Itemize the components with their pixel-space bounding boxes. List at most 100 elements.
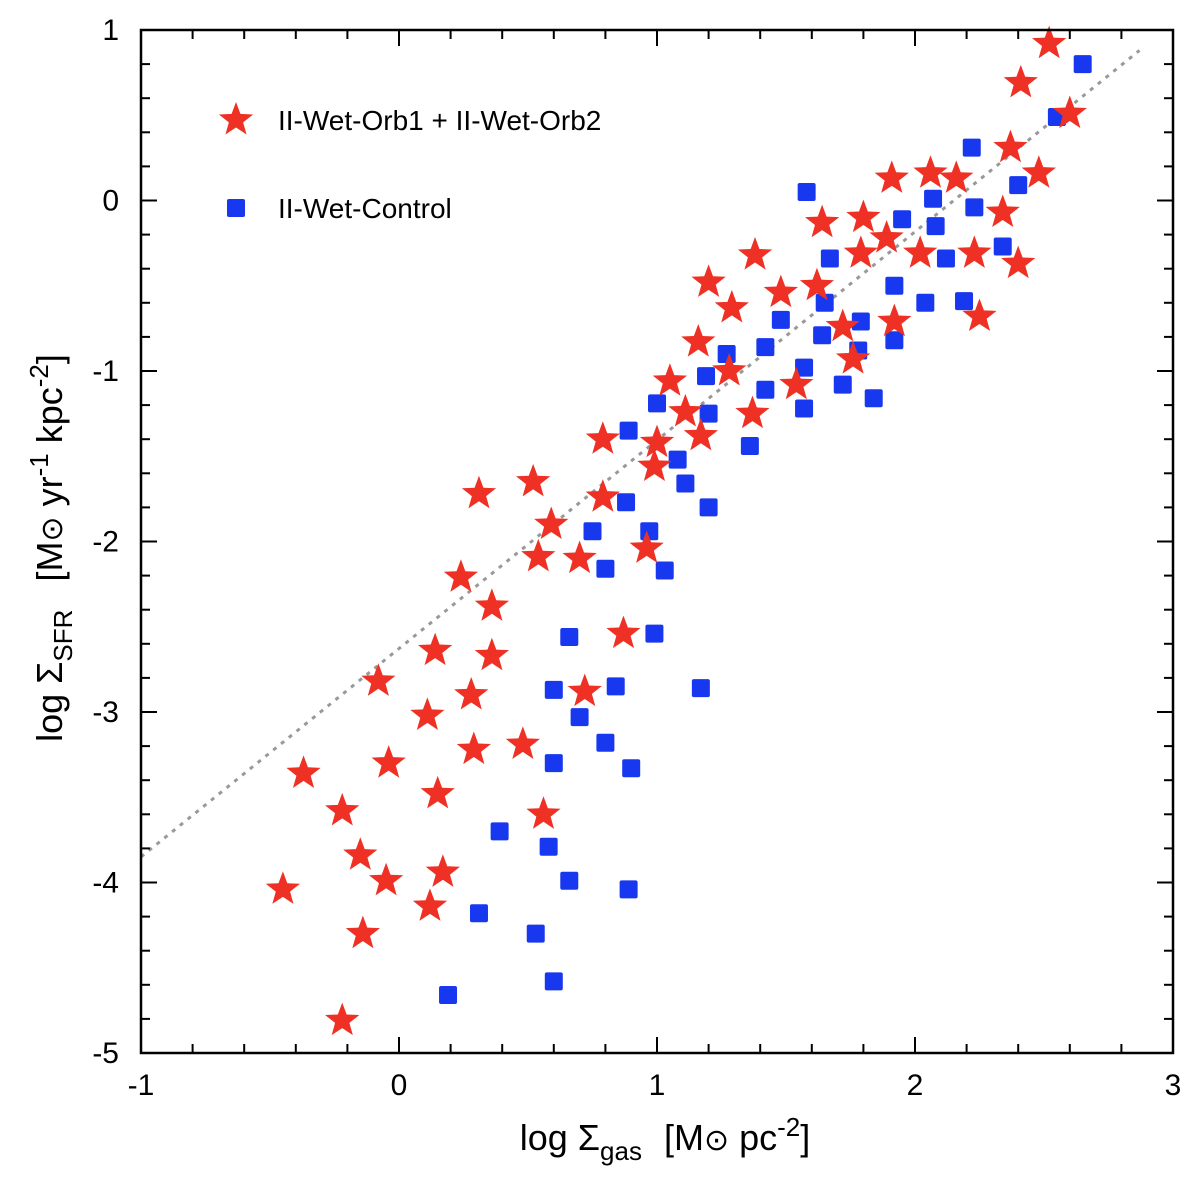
star-point [874, 160, 909, 193]
star-point [846, 199, 881, 233]
square-point [885, 331, 904, 350]
star-point [526, 796, 561, 829]
y-tick-label: 0 [102, 185, 119, 218]
legend-star-marker [218, 102, 254, 135]
star-point [843, 235, 878, 268]
square-point [469, 904, 488, 923]
square-point [655, 561, 674, 580]
star-point [585, 479, 620, 512]
square-point [619, 880, 638, 899]
star-point [825, 308, 860, 342]
y-axis-title: log ΣSFR[M⊙ yr-1 kpc-2] [24, 354, 78, 742]
square-point [617, 493, 636, 512]
y-tick-label: 1 [102, 14, 119, 47]
star-point [585, 421, 620, 454]
star-point [629, 530, 664, 563]
star-point [957, 235, 992, 268]
star-point [534, 506, 569, 540]
x-tick-label: 3 [1165, 1069, 1182, 1102]
star-point [681, 324, 716, 357]
star-point [913, 155, 948, 188]
star-point [420, 775, 455, 809]
star-point [456, 731, 491, 765]
square-point [851, 312, 870, 331]
star-point [691, 264, 726, 297]
data-points [265, 25, 1092, 1036]
square-point [619, 421, 638, 440]
star-point [877, 303, 912, 337]
square-point [965, 198, 984, 217]
square-point [864, 389, 883, 408]
square-point [648, 394, 666, 413]
star-point [683, 417, 718, 451]
star-point [1021, 155, 1056, 188]
star-point [454, 676, 489, 710]
star-point [567, 673, 602, 707]
star-point [835, 341, 871, 374]
y-tick-label: -1 [92, 355, 119, 388]
square-point [771, 310, 790, 329]
square-point [756, 338, 775, 357]
square-point [820, 249, 839, 268]
square-point [606, 677, 625, 696]
star-point [368, 862, 404, 896]
star-point [474, 637, 509, 671]
square-point [544, 754, 563, 773]
x-tick-label: -1 [128, 1069, 155, 1102]
square-point [697, 367, 716, 386]
y-tick-label: -4 [92, 867, 119, 900]
square-point [795, 358, 814, 377]
star-point [1001, 245, 1036, 279]
square-point [544, 972, 563, 991]
star-point [425, 854, 460, 887]
square-point [539, 837, 558, 856]
plot-area-frame [139, 28, 1175, 1055]
square-point [833, 375, 852, 394]
square-point [797, 182, 816, 201]
star-point [343, 837, 378, 870]
star-point [474, 588, 509, 621]
square-point [924, 189, 943, 208]
star-point [325, 1002, 360, 1036]
star-point [361, 663, 396, 696]
star-point [869, 220, 904, 253]
square-point [1073, 55, 1092, 74]
star-point [805, 204, 840, 238]
square-point [560, 871, 579, 890]
star-point [1032, 25, 1067, 59]
legend-square-marker [227, 199, 245, 217]
square-point [622, 759, 641, 778]
star-point [903, 235, 938, 268]
star-point [418, 632, 453, 666]
square-point [955, 292, 974, 311]
star-point [286, 755, 321, 788]
star-point [516, 463, 551, 497]
axis-tick-labels: -1 0 1 2 3 -5 -4 -3 -2 -1 0 1 [92, 14, 1181, 1102]
square-point [936, 249, 955, 268]
star-point [521, 538, 556, 572]
square-point [756, 380, 775, 399]
x-axis-title: log Σgas [M⊙ pc-2] [520, 1112, 811, 1166]
star-point [371, 745, 406, 778]
legend-label: II-Wet-Control [278, 193, 452, 224]
reference-fit-line [140, 49, 1141, 859]
square-point [815, 293, 834, 312]
star-point [410, 697, 445, 730]
legend: II-Wet-Orb1 + II-Wet-Orb2 II-Wet-Control [218, 102, 601, 224]
square-point [691, 679, 710, 698]
x-tick-label: 0 [391, 1069, 408, 1102]
star-point [993, 129, 1028, 163]
star-point [265, 871, 301, 904]
star-point [985, 194, 1020, 227]
star-point [606, 615, 641, 649]
star-point [714, 289, 749, 323]
legend-label: II-Wet-Orb1 + II-Wet-Orb2 [278, 105, 601, 136]
star-point [652, 363, 688, 396]
star-point [639, 424, 675, 458]
square-point [993, 237, 1012, 256]
square-point [885, 276, 904, 295]
square-point [795, 399, 814, 418]
star-point [345, 915, 380, 949]
star-point [443, 559, 479, 592]
